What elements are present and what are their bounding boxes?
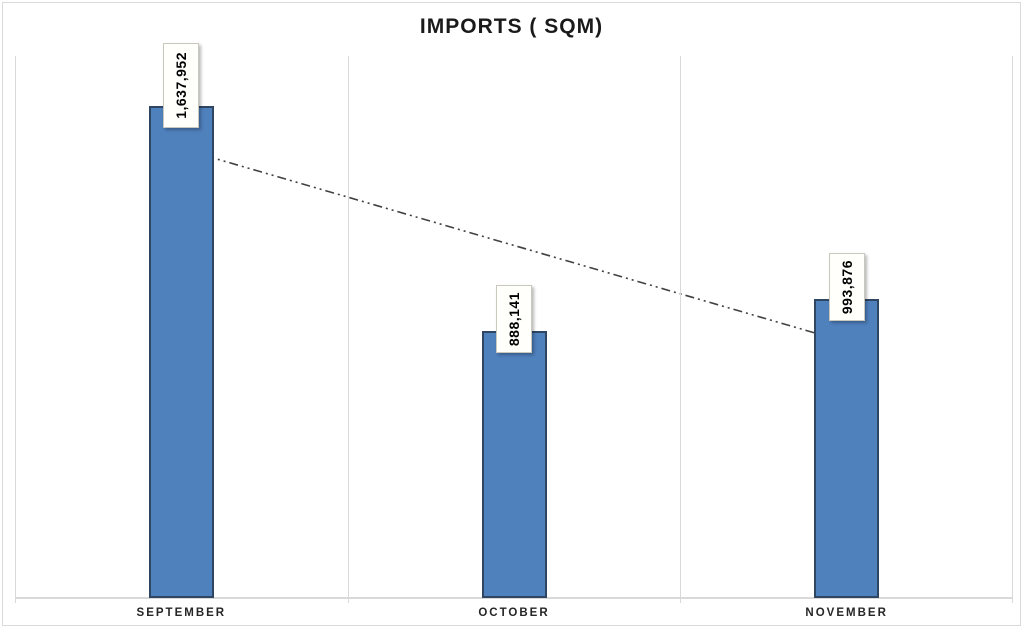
data-label-value: 993,876 [838, 260, 855, 315]
data-label-value: 1,637,952 [173, 52, 190, 119]
chart-title: IMPORTS ( SQM) [419, 15, 604, 38]
x-axis-line [15, 597, 1013, 599]
gridline-vertical [680, 56, 681, 603]
plot-area: 1,637,952 SEPTEMBER 888,141 OCTOBER 993,876 N… [15, 43, 1013, 619]
gridline-vertical [15, 56, 16, 603]
bar-november [814, 299, 880, 598]
data-label-october: 888,141 [496, 284, 532, 354]
category-label-november: NOVEMBER [805, 607, 888, 619]
bar-september [148, 105, 214, 598]
data-label-value: 888,141 [506, 291, 522, 346]
data-label-november: 993,876 [828, 252, 865, 322]
category-label-october: OCTOBER [478, 607, 550, 619]
category-label-september: SEPTEMBER [136, 607, 227, 619]
data-label-september: 1,637,952 [163, 43, 200, 128]
gridline-vertical [1012, 56, 1013, 603]
gridline-vertical [348, 56, 349, 603]
bar-october [481, 331, 547, 598]
